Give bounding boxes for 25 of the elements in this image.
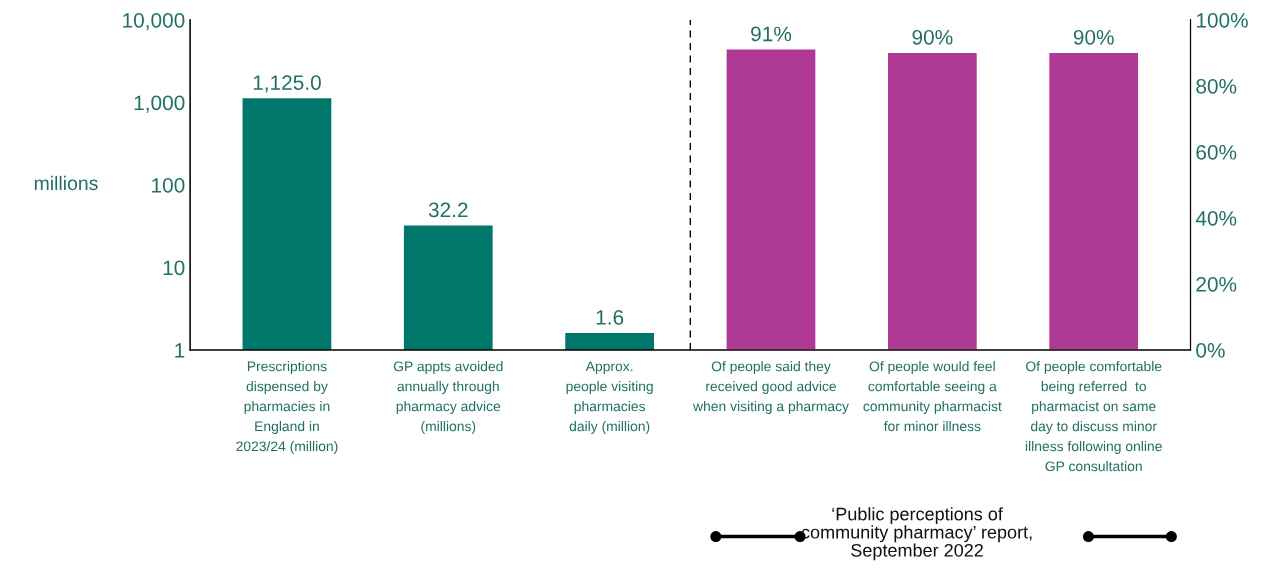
y-tick-label: 1,000: [134, 95, 185, 113]
y-tick-label: 100: [152, 177, 185, 193]
x-tick-label: Of people comfortable being referred to pharmacist on same day to discuss minor illness following online GP consultation: [1025, 361, 1162, 472]
y-axis-title: millions: [34, 175, 98, 191]
text: ‘Public perceptions of community pharmacy’ report, September 2022: [801, 507, 1032, 561]
data-label: 90%: [1073, 29, 1114, 45]
x-tick-label: Of people would feel comfortable seeing a community pharmacist for minor illness: [863, 361, 1002, 432]
y2-tick-label: 60%: [1196, 144, 1237, 160]
y2-tick-label: 0%: [1196, 342, 1225, 358]
data-label: 1,125.0: [253, 75, 321, 93]
x-tick-label: Of people said they received good advice when visiting a pharmacy: [693, 361, 849, 414]
y-tick-label: 10,000: [123, 12, 185, 31]
data-label: 90%: [912, 29, 953, 45]
y2-tick-label: 20%: [1196, 276, 1237, 292]
y-tick-label: 1: [175, 343, 185, 358]
y2-tick-label: 100%: [1196, 12, 1248, 28]
data-label: 1.6: [596, 310, 624, 325]
y2-tick-label: 40%: [1195, 210, 1237, 226]
x-tick-label: Approx. people visiting pharmacies daily (million): [566, 361, 653, 434]
y2-tick-label: 80%: [1196, 78, 1237, 94]
x-tick-label: Prescriptions dispensed by pharmacies in England in 2023/24 (million): [236, 361, 338, 454]
data-label: 91%: [751, 26, 792, 42]
data-label: 32.2: [428, 202, 468, 218]
x-tick-label: GP appts avoided annually through pharmacy advice (millions): [393, 361, 503, 434]
y-tick-label: 10: [163, 260, 185, 276]
